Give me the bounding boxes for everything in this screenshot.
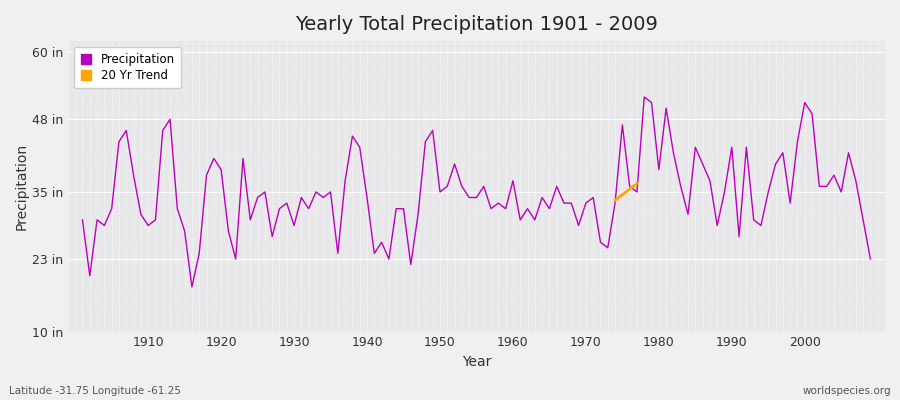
X-axis label: Year: Year	[462, 355, 491, 369]
Title: Yearly Total Precipitation 1901 - 2009: Yearly Total Precipitation 1901 - 2009	[295, 15, 658, 34]
Y-axis label: Precipitation: Precipitation	[15, 143, 29, 230]
Text: Latitude -31.75 Longitude -61.25: Latitude -31.75 Longitude -61.25	[9, 386, 181, 396]
Text: worldspecies.org: worldspecies.org	[803, 386, 891, 396]
Legend: Precipitation, 20 Yr Trend: Precipitation, 20 Yr Trend	[74, 47, 181, 88]
